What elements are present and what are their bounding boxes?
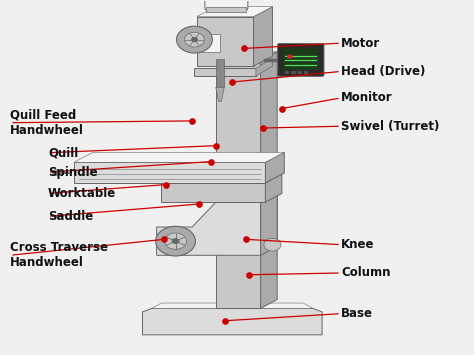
Text: Column: Column xyxy=(341,267,391,279)
Text: Base: Base xyxy=(341,307,373,320)
Text: Knee: Knee xyxy=(341,238,374,251)
Text: Quill Feed
Handwheel: Quill Feed Handwheel xyxy=(10,109,84,137)
FancyBboxPatch shape xyxy=(278,43,324,76)
Text: Worktable: Worktable xyxy=(48,187,116,200)
Polygon shape xyxy=(254,7,273,66)
Polygon shape xyxy=(216,52,277,61)
Polygon shape xyxy=(197,7,273,17)
Circle shape xyxy=(191,37,198,42)
Circle shape xyxy=(156,226,195,256)
Text: Spindle: Spindle xyxy=(48,166,98,179)
Bar xyxy=(304,71,308,74)
Bar xyxy=(201,34,220,52)
FancyBboxPatch shape xyxy=(205,0,248,11)
Text: Head (Drive): Head (Drive) xyxy=(341,65,425,78)
Polygon shape xyxy=(74,152,284,162)
Bar xyxy=(216,61,261,308)
Circle shape xyxy=(52,170,60,175)
Text: Swivel (Turret): Swivel (Turret) xyxy=(341,120,439,133)
Text: Saddle: Saddle xyxy=(48,210,93,223)
Bar xyxy=(206,7,246,12)
Bar xyxy=(292,71,296,74)
Circle shape xyxy=(164,233,186,249)
Circle shape xyxy=(264,238,281,251)
Polygon shape xyxy=(265,174,282,202)
Polygon shape xyxy=(256,58,273,76)
Text: Cross Traverse
Handwheel: Cross Traverse Handwheel xyxy=(10,241,108,269)
Bar xyxy=(216,59,224,87)
Bar xyxy=(285,71,290,74)
Polygon shape xyxy=(152,303,313,308)
Bar xyxy=(283,48,318,70)
Text: Monitor: Monitor xyxy=(341,92,392,104)
Polygon shape xyxy=(261,52,277,308)
Circle shape xyxy=(184,32,204,47)
Polygon shape xyxy=(261,193,277,255)
Bar xyxy=(197,17,254,66)
Polygon shape xyxy=(216,87,224,102)
Circle shape xyxy=(287,54,293,59)
Polygon shape xyxy=(143,308,322,335)
Polygon shape xyxy=(265,152,284,183)
Bar xyxy=(74,162,265,183)
Text: Motor: Motor xyxy=(341,37,380,50)
Text: Quill: Quill xyxy=(48,146,78,159)
Polygon shape xyxy=(161,183,265,202)
Circle shape xyxy=(176,26,212,53)
Circle shape xyxy=(172,239,179,244)
Bar xyxy=(194,68,256,76)
Bar xyxy=(298,71,302,74)
Polygon shape xyxy=(156,202,261,255)
